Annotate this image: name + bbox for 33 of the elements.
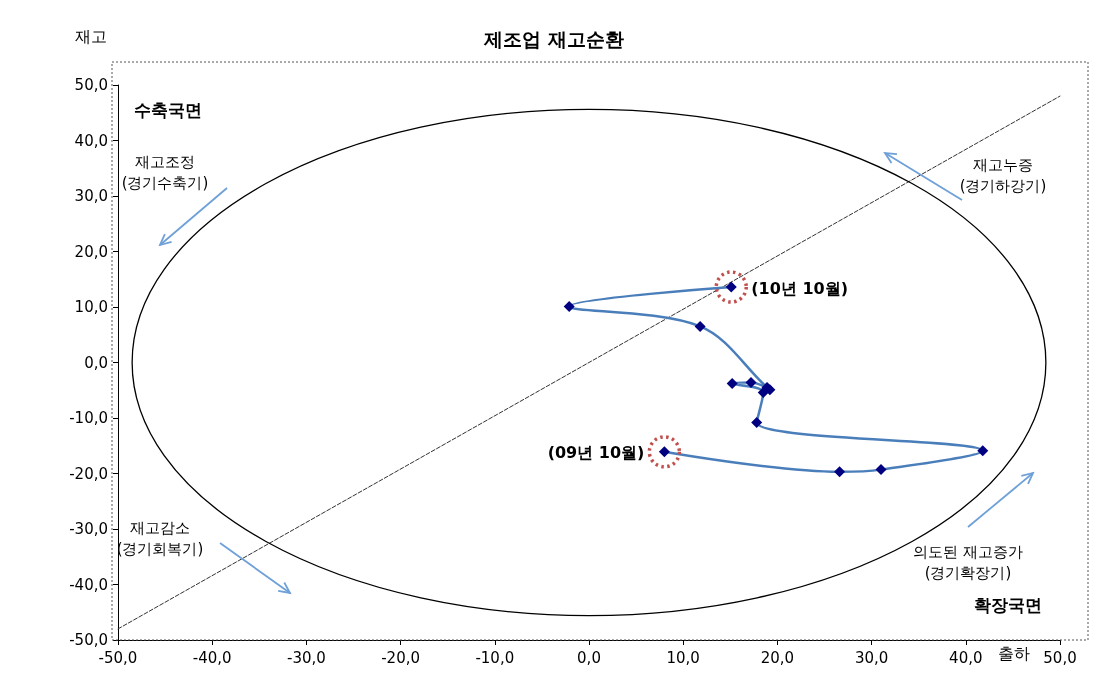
y-tick-label: -30,0	[69, 520, 108, 538]
y-tick-label: 20,0	[74, 242, 108, 261]
y-tick-label: 40,0	[74, 131, 108, 150]
annotation: (10년 10월)	[751, 278, 848, 298]
annotation: 확장국면	[974, 595, 1042, 615]
y-tick-label: -20,0	[69, 464, 108, 483]
y-tick-label: -40,0	[69, 575, 108, 594]
y-tick-label: 10,0	[74, 298, 108, 316]
y-axis-title: 재고	[75, 27, 107, 45]
y-tick-label: -10,0	[69, 409, 108, 427]
x-tick-label: 50,0	[1043, 648, 1077, 667]
annotation: 수축국면	[134, 100, 202, 120]
x-tick-label: 20,0	[760, 648, 795, 667]
x-tick-label: 30,0	[854, 648, 889, 667]
x-tick-label: -20,0	[381, 648, 421, 667]
y-tick-label: 0,0	[84, 353, 108, 372]
x-tick-label: 10,0	[666, 648, 700, 667]
y-tick-label: -50,0	[69, 631, 108, 649]
y-tick-label: 50,0	[74, 76, 108, 94]
x-tick-label: -40,0	[192, 648, 232, 667]
chart-title: 제조업 재고순환	[483, 27, 624, 50]
annotation: 재고누증 (경기하강기)	[959, 155, 1047, 195]
y-tick-label: 30,0	[74, 187, 108, 205]
annotation: 의도된 재고증가 (경기확장기)	[913, 542, 1023, 582]
x-tick-label: -10,0	[475, 648, 515, 667]
annotation: (09년 10월)	[547, 443, 645, 463]
x-axis-title: 출하	[998, 643, 1030, 663]
annotation: 재고조정 (경기수축기)	[121, 152, 209, 192]
x-tick-label: -50,0	[98, 648, 138, 667]
x-tick-label: 0,0	[577, 648, 601, 667]
x-tick-label: -30,0	[286, 648, 326, 667]
annotation: 재고감소 (경기회복기)	[116, 518, 204, 558]
x-tick-label: 40,0	[949, 648, 983, 667]
